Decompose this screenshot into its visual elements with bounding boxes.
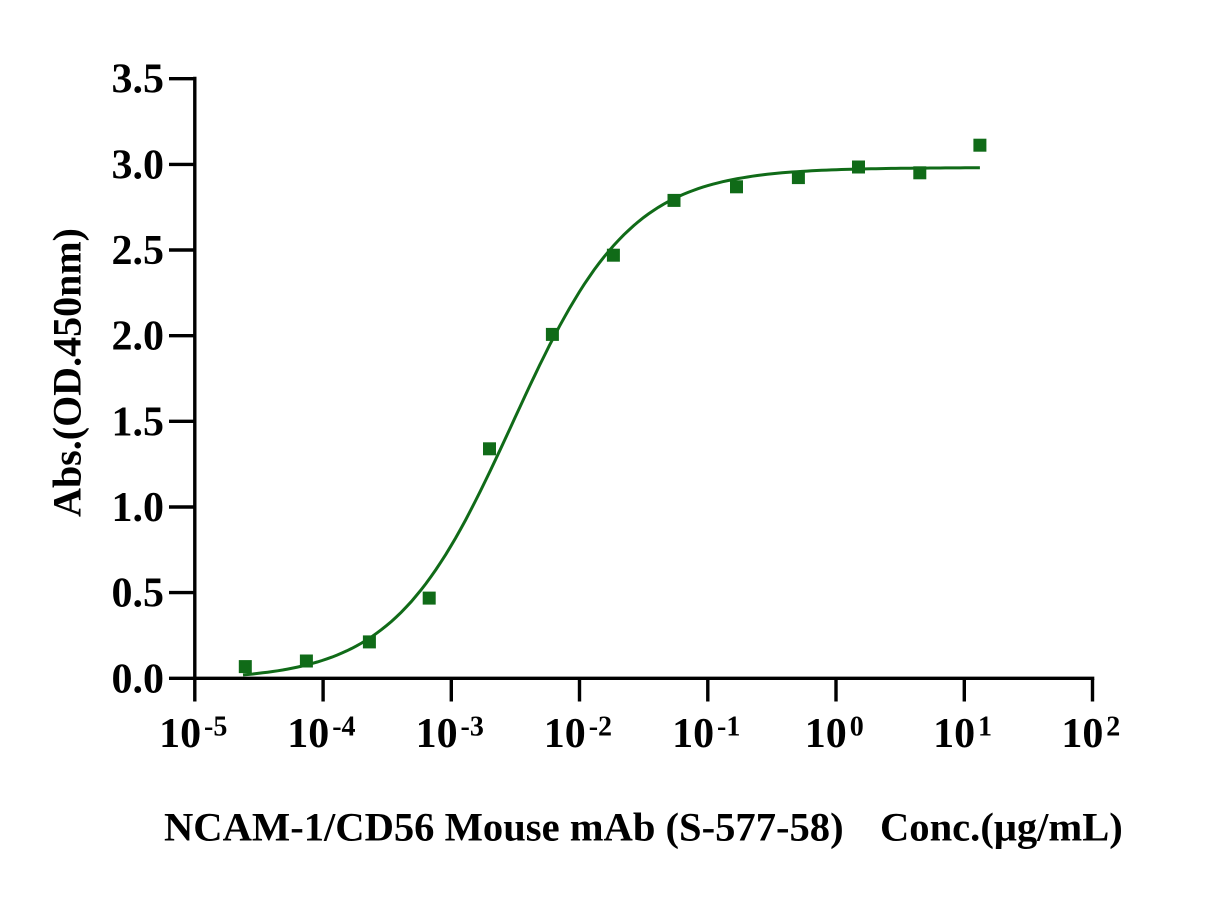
svg-text:10: 10 xyxy=(672,711,714,757)
svg-text:3.0: 3.0 xyxy=(112,142,165,188)
svg-text:-3: -3 xyxy=(461,712,484,743)
svg-text:10: 10 xyxy=(544,711,586,757)
svg-text:10: 10 xyxy=(416,711,458,757)
svg-text:2.5: 2.5 xyxy=(112,228,165,274)
svg-text:10: 10 xyxy=(1061,711,1103,757)
svg-text:Abs.(OD.450nm): Abs.(OD.450nm) xyxy=(44,228,89,517)
svg-text:Conc.(μg/mL): Conc.(μg/mL) xyxy=(880,805,1123,850)
svg-text:-1: -1 xyxy=(717,712,740,743)
svg-text:0.5: 0.5 xyxy=(112,571,165,617)
svg-text:10: 10 xyxy=(159,711,201,757)
svg-text:2: 2 xyxy=(1106,712,1120,743)
svg-text:1.0: 1.0 xyxy=(112,485,165,531)
svg-text:3.5: 3.5 xyxy=(112,57,165,103)
svg-text:0.0: 0.0 xyxy=(112,656,165,702)
svg-text:-5: -5 xyxy=(204,712,227,743)
svg-text:1.5: 1.5 xyxy=(112,399,165,445)
svg-text:2.0: 2.0 xyxy=(112,314,165,360)
svg-text:NCAM-1/CD56 Mouse mAb (S-577-5: NCAM-1/CD56 Mouse mAb (S-577-58) xyxy=(164,805,844,850)
svg-text:1: 1 xyxy=(978,712,992,743)
svg-text:10: 10 xyxy=(287,711,329,757)
svg-text:10: 10 xyxy=(805,711,847,757)
svg-text:0: 0 xyxy=(850,712,864,743)
svg-text:-4: -4 xyxy=(332,712,355,743)
svg-text:10: 10 xyxy=(933,711,975,757)
svg-text:-2: -2 xyxy=(589,712,612,743)
